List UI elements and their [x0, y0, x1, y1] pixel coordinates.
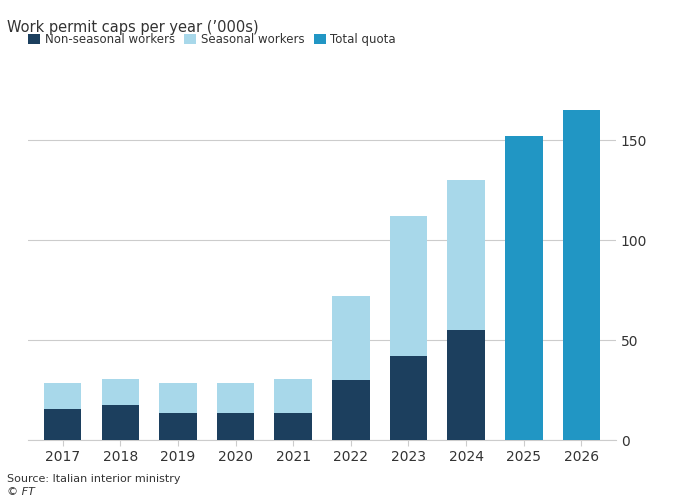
- Bar: [159, 383, 197, 413]
- Bar: [390, 216, 427, 356]
- Bar: [274, 379, 312, 413]
- Bar: [563, 110, 600, 440]
- Text: Source: Italian interior ministry: Source: Italian interior ministry: [7, 474, 181, 484]
- Bar: [159, 413, 197, 440]
- Bar: [447, 180, 485, 330]
- Bar: [217, 413, 254, 440]
- Legend: Non-seasonal workers, Seasonal workers, Total quota: Non-seasonal workers, Seasonal workers, …: [28, 33, 396, 46]
- Bar: [44, 383, 81, 409]
- Bar: [102, 405, 139, 440]
- Bar: [274, 413, 312, 440]
- Bar: [332, 296, 370, 380]
- Bar: [102, 379, 139, 405]
- Bar: [332, 380, 370, 440]
- Text: © FT: © FT: [7, 487, 35, 497]
- Bar: [447, 330, 485, 440]
- Bar: [217, 383, 254, 413]
- Bar: [390, 356, 427, 440]
- Text: Work permit caps per year (’000s): Work permit caps per year (’000s): [7, 20, 258, 35]
- Bar: [505, 136, 542, 440]
- Bar: [44, 409, 81, 440]
